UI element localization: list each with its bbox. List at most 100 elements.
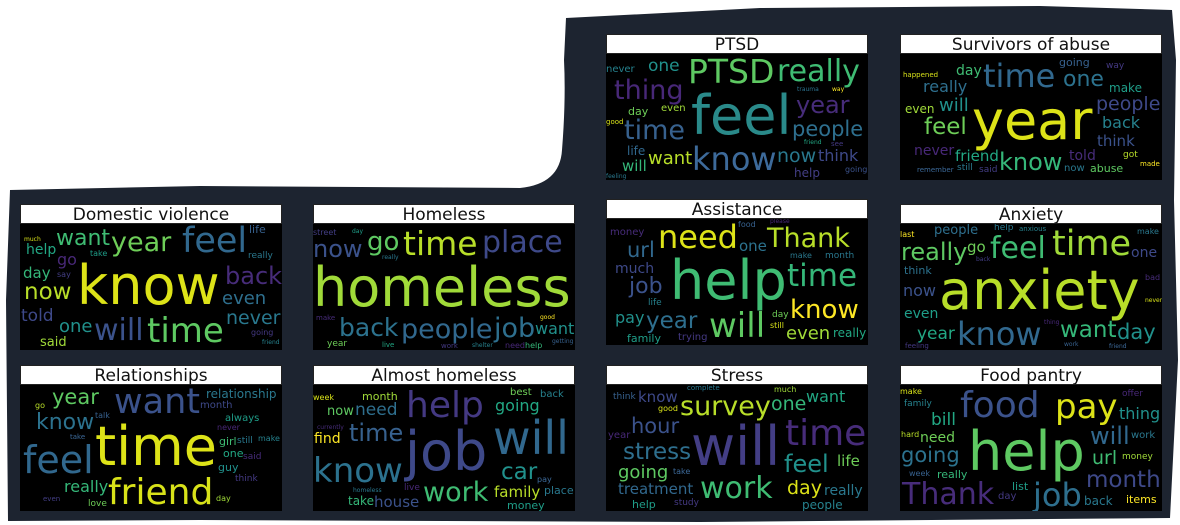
cloud-word: url [627,238,655,262]
cloud-word: life [837,452,860,470]
cloud-word: friend [262,339,280,346]
cloud-word: trying [678,332,708,343]
cloud-word: year [327,339,348,349]
wordcloud-canvas: job help know will work time car need going famil… [313,385,575,511]
cloud-word: know [36,410,95,435]
wordcloud-panel-survivors-of-abuse: Survivors of abuse year time know feel one pe… [900,34,1162,180]
cloud-word: really [382,254,399,261]
cloud-word: PTSD [688,54,775,91]
cloud-word: job [494,313,536,344]
cloud-word: back [540,389,564,400]
cloud-word: one [223,447,244,460]
cloud-word: good [540,314,555,321]
cloud-word: thing [614,75,684,106]
cloud-word: guy [218,461,239,474]
cloud-word: still [957,163,973,173]
cloud-word: help [994,224,1014,233]
cloud-word: said [243,452,262,462]
cloud-word: day [1117,320,1156,344]
cloud-word: money [610,227,645,238]
cloud-word: go [967,238,986,256]
cloud-word: want [114,385,200,422]
cloud-word: work [700,471,773,506]
cloud-word: help [26,242,57,258]
cloud-word: Thank [767,223,850,254]
cloud-word: work [423,477,489,508]
cloud-word: never [1145,297,1162,304]
cloud-word: place [544,484,574,497]
cloud-word: people [401,314,493,345]
cloud-word: still [770,321,784,330]
cloud-word: need [505,341,525,350]
wordcloud-panel-homeless: Homeless homeless people time place job go bac… [313,204,575,350]
cloud-word: told [21,306,54,326]
cloud-word: hard [901,430,920,439]
cloud-word: people [934,224,979,238]
cloud-word: think [235,474,258,484]
cloud-word: want [806,387,846,406]
cloud-word: pay [1055,387,1118,427]
cloud-word: day [23,264,51,282]
cloud-word: will [691,415,781,478]
cloud-word: food [738,220,756,229]
cloud-word: will [94,313,144,348]
cloud-word: last [900,230,915,239]
cloud-word: really [937,468,968,481]
cloud-word: items [1126,493,1157,506]
cloud-word: make [1109,81,1142,95]
cloud-word: time [349,419,404,447]
cloud-word: see [831,140,844,148]
cloud-word: live [382,341,395,349]
cloud-word: please [770,219,790,225]
cloud-word: friend [108,472,214,511]
cloud-word: relationship [206,387,277,401]
cloud-word: go [57,250,77,269]
cloud-word: back [1102,113,1141,132]
cloud-word: week [909,469,931,478]
cloud-word: car [501,459,538,485]
cloud-word: really [923,77,968,96]
cloud-word: think [818,146,859,165]
wordcloud-canvas: will time work survey feel stress treatment hou… [606,385,868,511]
cloud-word: make [900,387,922,396]
cloud-word: day [216,494,231,503]
cloud-word: really [901,238,968,266]
cloud-word: getting [552,338,574,345]
cloud-word: really [64,477,109,496]
cloud-word: going [618,462,669,483]
cloud-word: remember [917,166,954,174]
cloud-word: one [1063,67,1104,92]
cloud-word: week [313,393,335,402]
cloud-word: think [904,264,932,277]
cloud-word: work [1064,341,1079,348]
cloud-word: happened [903,71,939,79]
cloud-word: want [535,319,575,338]
cloud-word: much [615,261,655,277]
cloud-word: life [648,298,662,308]
cloud-word: say [57,270,71,279]
cloud-word: work [441,342,458,350]
cloud-word: feel [23,438,94,482]
cloud-word: live [404,483,420,493]
cloud-word: day [998,491,1017,502]
cloud-word: make [790,251,812,260]
wordcloud-canvas: help food pay job Thank will month going url bill… [900,385,1162,511]
cloud-word: anxiety [939,259,1140,322]
cloud-word: girl [219,435,237,448]
cloud-word: make [258,434,280,443]
cloud-word: take [90,249,108,258]
cloud-word: time [95,415,218,478]
wordcloud-panel-almost-homeless: Almost homeless job help know will work time c… [313,365,575,511]
panel-title: Survivors of abuse [900,34,1162,55]
wordcloud-canvas: anxiety feel time know really want day people ye… [900,224,1162,350]
cloud-word: people [802,498,843,511]
cloud-word: got [1123,150,1138,160]
cloud-word: day [787,477,822,499]
cloud-word: pay [615,308,645,327]
cloud-word: never [914,143,955,159]
cloud-word: day [956,63,982,79]
cloud-word: trauma [797,86,819,93]
cloud-word: life [627,144,646,158]
cloud-word: shelter [472,342,493,349]
cloud-word: street [313,228,337,237]
